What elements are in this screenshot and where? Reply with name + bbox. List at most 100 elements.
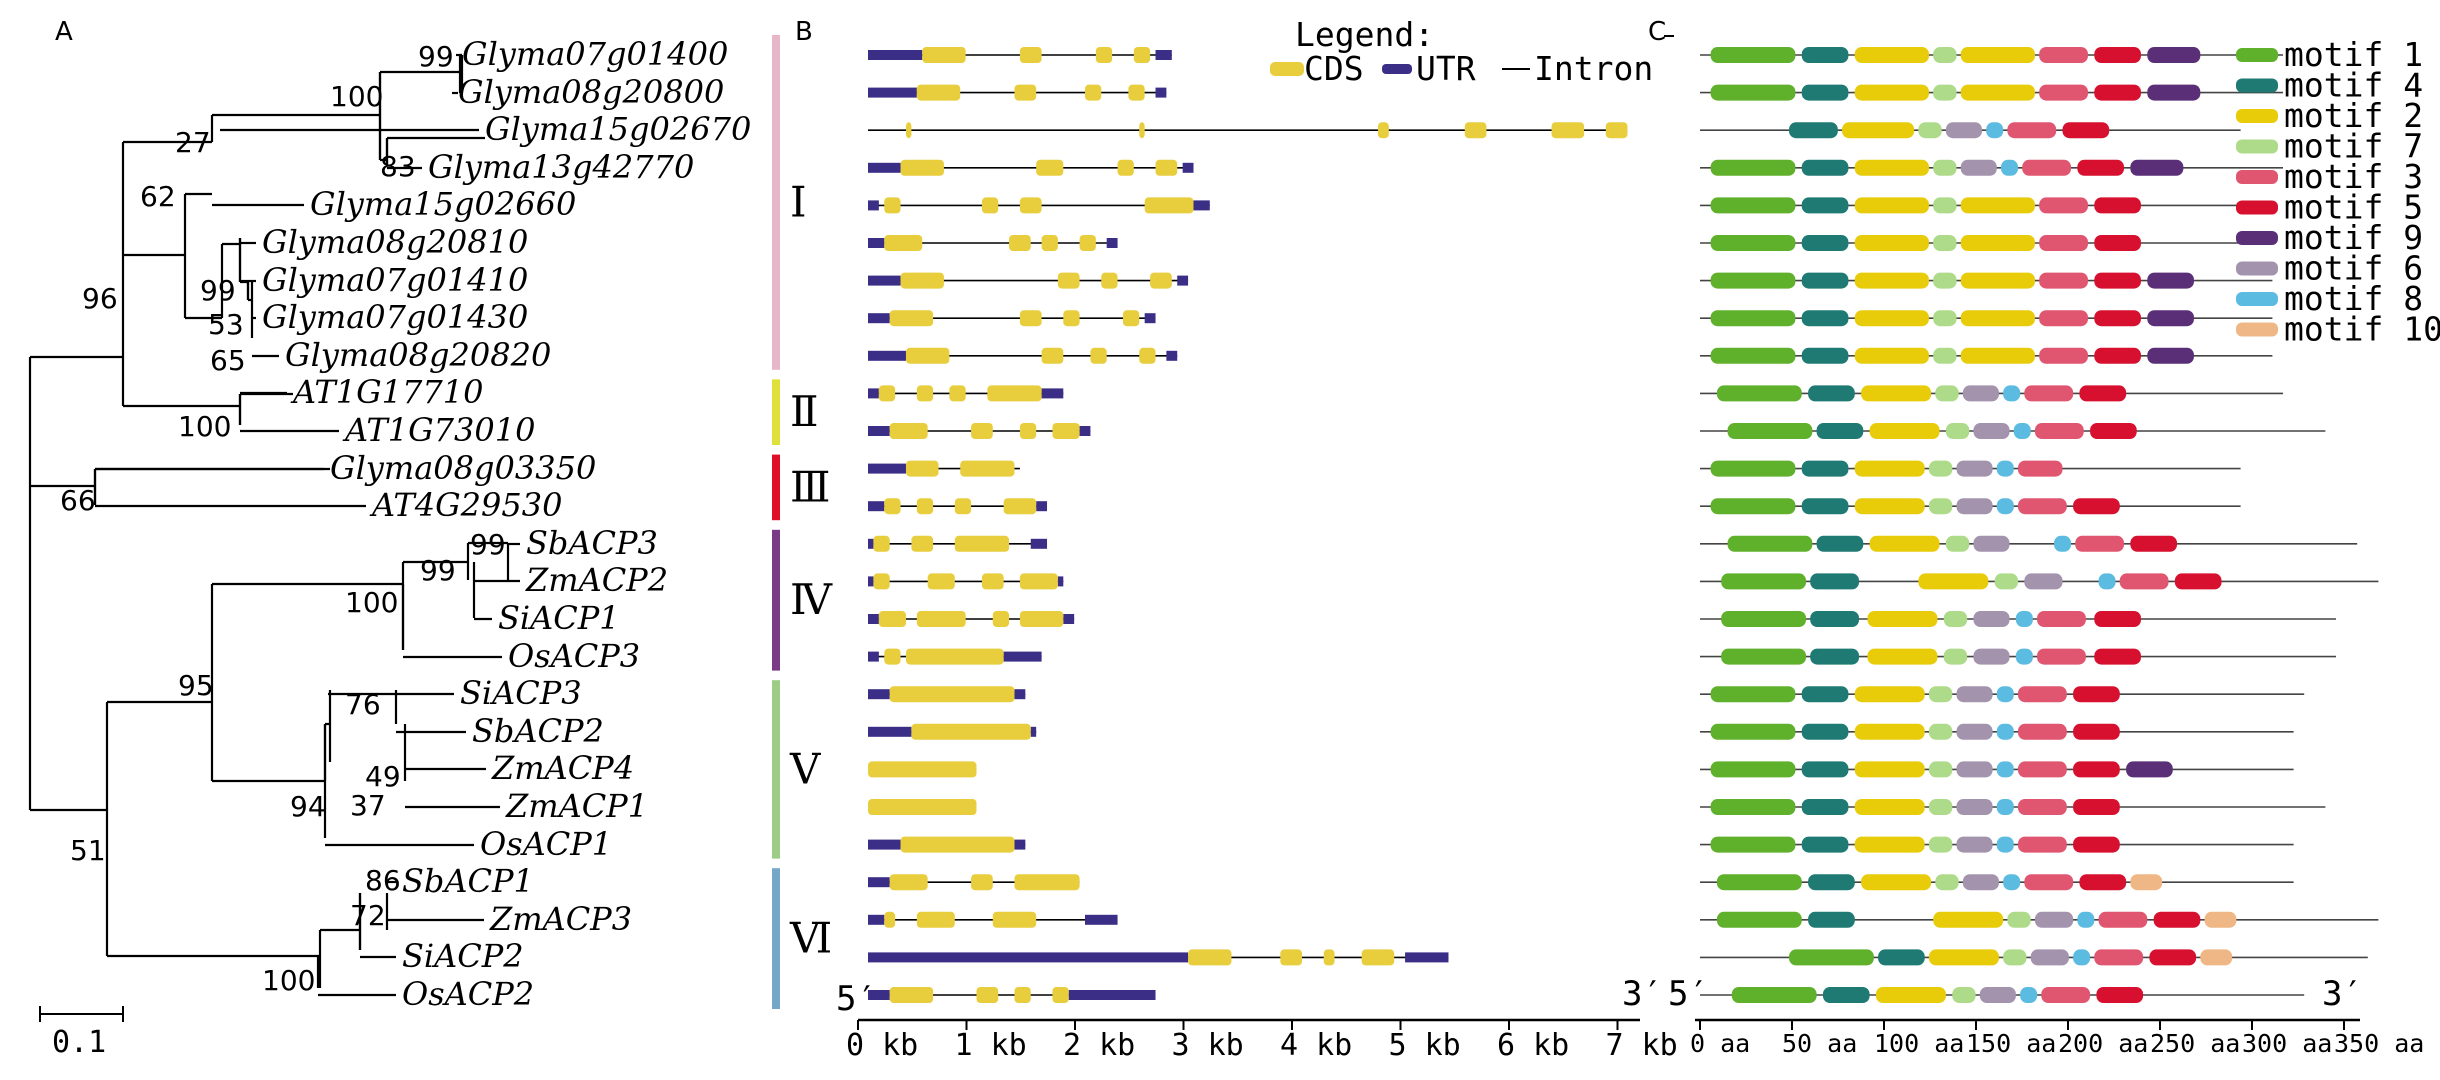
legend-title: Legend:	[1295, 15, 1434, 54]
panel-label-c: C	[1648, 17, 1666, 47]
cds-segment	[1085, 84, 1102, 101]
cds-segment	[1128, 84, 1145, 101]
group-label: Ⅳ	[790, 575, 833, 624]
motif-box	[2015, 611, 2033, 627]
motif-legend-swatch	[2236, 231, 2278, 245]
tree-leaf-label: AT1G73010	[342, 411, 535, 449]
motif-box	[2018, 686, 2067, 703]
gene-row	[868, 611, 1075, 627]
motif-box	[1956, 723, 1993, 740]
motif-row	[1700, 761, 2294, 778]
motif-box	[1986, 122, 2004, 139]
cds-segment	[1605, 122, 1628, 139]
motif-box	[1962, 385, 1999, 402]
utr-segment	[1177, 275, 1189, 286]
cds-segment	[884, 197, 901, 214]
tree-leaf-label: Glyma13g42770	[428, 148, 694, 186]
bootstrap-value: 66	[60, 484, 96, 517]
tree-leaf-label: SbACP3	[526, 524, 658, 562]
motif-legend-swatch	[2236, 322, 2278, 337]
cds-segment	[1139, 347, 1156, 364]
motif-box	[1933, 911, 2004, 928]
legend-cds-label: CDS	[1304, 49, 1364, 88]
bootstrap-value: 100	[262, 964, 315, 997]
utr-segment	[1014, 689, 1026, 700]
motif-box	[1854, 159, 1929, 176]
tree-leaf-label: SbACP1	[402, 862, 534, 900]
utr-segment	[868, 914, 885, 925]
motif-box	[1996, 686, 2014, 703]
motif-box	[2003, 874, 2021, 891]
utr-segment	[868, 614, 879, 624]
tree-leaf-label: SiACP2	[402, 937, 524, 975]
gene-axis-tick-label: 6 kb	[1497, 1028, 1569, 1063]
motif-box	[1710, 836, 1796, 853]
motif-box	[2039, 235, 2088, 251]
motif-box	[1854, 310, 1929, 327]
cds-segment	[1139, 122, 1145, 139]
motif-box	[1956, 498, 1993, 515]
gene-axis-tick-label: 5 kb	[1389, 1028, 1461, 1063]
motif-row	[1700, 47, 2283, 63]
motif-axis-tick-label: 50 aa	[1782, 1029, 1857, 1058]
motif-box	[1801, 836, 1849, 853]
motif-box	[1928, 799, 1953, 815]
gene-row	[868, 686, 1026, 703]
motif-box	[1861, 874, 1932, 891]
cds-segment	[884, 235, 923, 251]
gene-row	[868, 385, 1064, 402]
motif-box	[1808, 385, 1855, 402]
group-bar	[772, 868, 780, 1009]
gene-row	[868, 535, 1048, 552]
motif-row	[1700, 648, 2336, 665]
utr-segment	[868, 576, 874, 587]
motif-box	[1928, 761, 1953, 778]
motif-box	[2147, 347, 2194, 364]
cds-segment	[1090, 347, 1107, 364]
motif-box	[1945, 122, 1982, 139]
motif-legend-swatch	[2236, 170, 2278, 184]
cds-segment	[900, 836, 1015, 853]
motif-box	[2094, 235, 2141, 251]
motif-box	[1816, 423, 1864, 439]
motif-box	[2039, 47, 2088, 63]
cds-segment	[1188, 949, 1232, 966]
motif-box	[2075, 535, 2124, 552]
motif-box	[2015, 648, 2033, 665]
motif-box	[1933, 235, 1957, 251]
motif-box	[2007, 911, 2031, 928]
motif-box	[2054, 535, 2071, 552]
motif-box	[1996, 723, 2014, 740]
motif-box	[1808, 911, 1855, 928]
motif-box	[1710, 498, 1796, 515]
bootstrap-value: 96	[82, 282, 118, 315]
utr-segment	[1155, 87, 1167, 98]
motif-box	[2073, 761, 2120, 778]
motif-box	[1810, 611, 1859, 627]
utr-segment	[1068, 990, 1156, 1000]
motif-box	[1801, 197, 1849, 214]
utr-segment	[868, 162, 901, 173]
utr-segment	[1057, 576, 1064, 587]
motif-box	[2003, 949, 2027, 966]
cds-segment	[1057, 272, 1080, 289]
utr-segment	[868, 990, 890, 1000]
cds-segment	[884, 911, 896, 928]
motif-box	[2094, 347, 2141, 364]
motif-box	[1854, 836, 1925, 853]
motif-box	[2096, 987, 2144, 1003]
cds-segment	[927, 573, 955, 590]
motif-box	[1710, 761, 1796, 778]
cds-segment	[916, 911, 955, 928]
tree-labels: Glyma07g01400Glyma08g20800Glyma15g02670G…	[262, 35, 751, 1013]
motif-box	[1943, 648, 1968, 665]
legend-cds-swatch	[1270, 62, 1304, 76]
bootstrap-value: 95	[178, 669, 214, 702]
motif-box	[1973, 611, 2010, 627]
gene-three-prime: 3′	[1622, 974, 1663, 1014]
motif-box	[2039, 310, 2088, 327]
cds-segment	[1019, 611, 1064, 627]
cds-segment	[1003, 498, 1037, 515]
motif-box	[1801, 761, 1849, 778]
tree-leaf-label: AT1G17710	[290, 373, 483, 411]
